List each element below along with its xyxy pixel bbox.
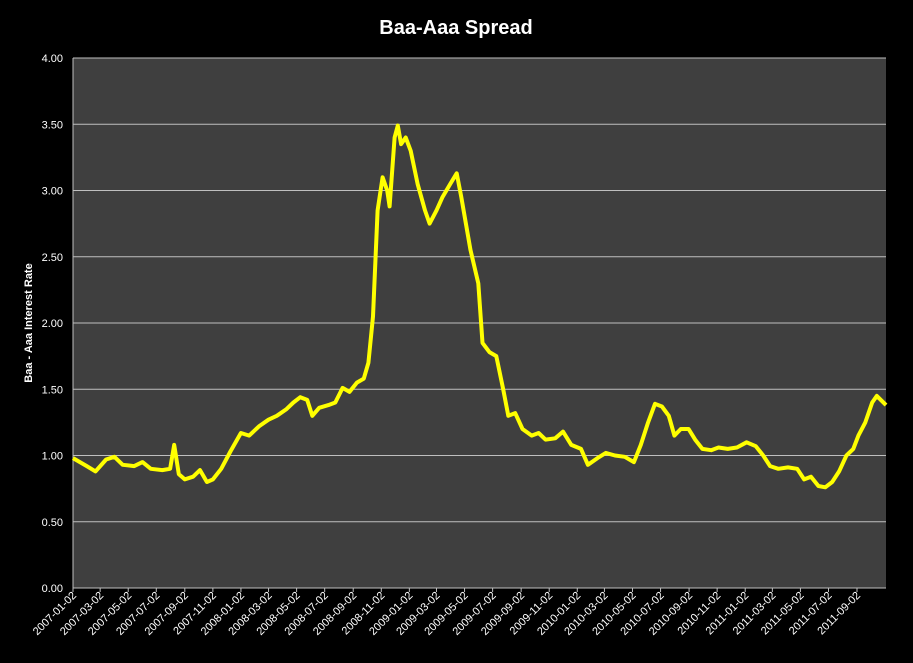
data-line xyxy=(71,123,888,490)
y-tick-label: 4.00 xyxy=(42,53,63,65)
y-axis-label: Baa - Aaa Interest Rate xyxy=(23,263,35,382)
y-tick-label: 3.00 xyxy=(42,186,63,198)
y-tick-label: 2.50 xyxy=(42,252,63,264)
y-tick-label: 0.00 xyxy=(42,583,63,595)
y-tick-label: 1.00 xyxy=(42,451,63,463)
y-tick-label: 0.50 xyxy=(42,517,63,529)
chart-title: Baa-Aaa Spread xyxy=(379,17,532,39)
y-tick-label: 1.50 xyxy=(42,384,63,396)
y-tick-label: 3.50 xyxy=(42,119,63,131)
y-tick-label: 2.00 xyxy=(42,318,63,330)
